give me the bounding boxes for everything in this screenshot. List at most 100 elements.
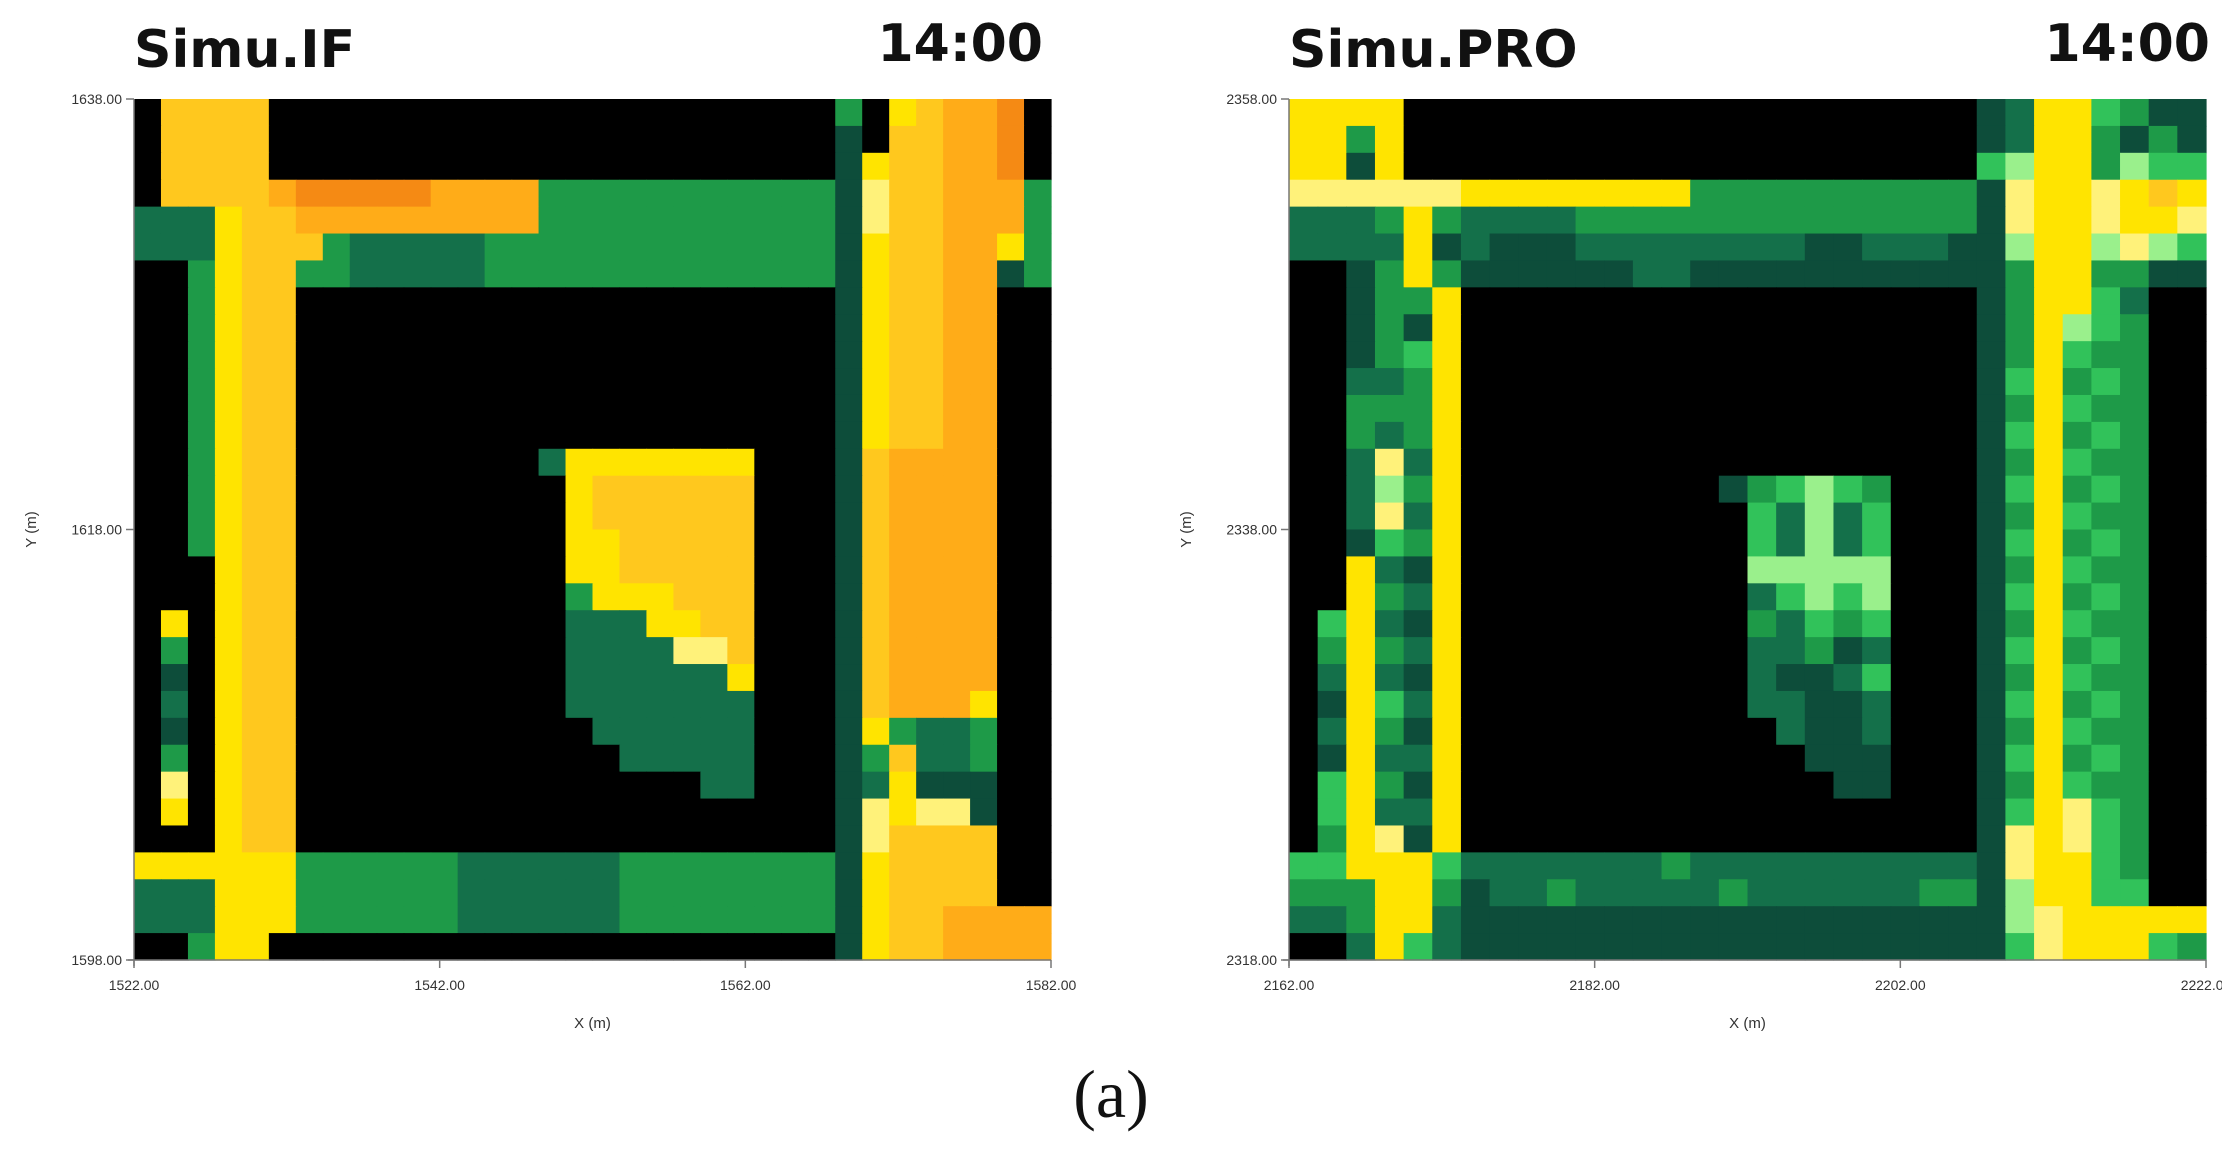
heatmap-cell — [376, 179, 405, 208]
heatmap-cell — [1890, 260, 1921, 288]
heatmap-cell — [1460, 502, 1491, 531]
heatmap-cell — [1776, 421, 1806, 450]
heatmap-cell — [592, 906, 621, 934]
heatmap-cell — [2148, 502, 2178, 531]
heatmap-cell — [1374, 771, 1405, 800]
heatmap-cell — [160, 906, 189, 934]
heatmap-cell — [430, 394, 459, 423]
heatmap-cell — [2120, 637, 2150, 665]
heatmap-cell — [1489, 852, 1519, 880]
heatmap-cell — [2062, 394, 2092, 423]
heatmap-cell — [268, 798, 297, 827]
heatmap-cell — [511, 502, 540, 531]
heatmap-cell — [727, 475, 755, 504]
heatmap-cell — [889, 879, 917, 907]
heatmap-cell — [214, 421, 243, 450]
heatmap-cell — [565, 206, 594, 235]
heatmap-cell — [295, 717, 324, 746]
heatmap-cell — [700, 287, 728, 315]
heatmap-cell — [1718, 233, 1749, 262]
heatmap-cell — [1546, 610, 1577, 638]
heatmap-cell — [1489, 798, 1519, 827]
heatmap-cell — [134, 421, 162, 450]
heatmap-cell — [1747, 664, 1777, 692]
heatmap-cell — [511, 179, 540, 208]
heatmap-cell — [619, 798, 648, 827]
heatmap-cell — [646, 583, 675, 611]
heatmap-cell — [1919, 448, 1949, 477]
heatmap-cell — [1403, 906, 1433, 934]
heatmap-cell — [565, 260, 594, 288]
heatmap-cell — [1661, 421, 1691, 450]
heatmap-cell — [457, 556, 486, 584]
heatmap-cell — [403, 394, 432, 423]
heatmap-cell — [1661, 394, 1691, 423]
heatmap-cell — [134, 906, 162, 934]
heatmap-cell — [1374, 825, 1405, 853]
heatmap-cell — [1919, 825, 1949, 853]
heatmap-cell — [1718, 448, 1749, 477]
heatmap-cell — [1661, 341, 1691, 369]
heatmap-cell — [1024, 206, 1052, 235]
heatmap-cell — [970, 99, 998, 127]
heatmap-cell — [1546, 583, 1577, 611]
heatmap-cell — [700, 933, 728, 961]
heatmap-cell — [1374, 852, 1405, 880]
heatmap-cell — [1346, 771, 1376, 800]
heatmap-cell — [1776, 125, 1806, 154]
heatmap-cell — [2034, 583, 2064, 611]
heatmap-cell — [484, 394, 513, 423]
heatmap-cell — [1747, 502, 1777, 531]
heatmap-cell — [970, 125, 998, 154]
heatmap-cell — [376, 583, 405, 611]
heatmap-cell — [2120, 99, 2150, 127]
heatmap-cell — [2005, 637, 2035, 665]
heatmap-cell — [457, 771, 486, 800]
heatmap-cell — [889, 368, 917, 396]
heatmap-cell — [1976, 314, 2007, 342]
heatmap-cell — [2034, 771, 2064, 800]
heatmap-cell — [1575, 152, 1605, 181]
heatmap-cell — [862, 260, 890, 288]
heatmap-cell — [1346, 99, 1376, 127]
heatmap-cell — [1919, 125, 1949, 154]
heatmap-cell — [1632, 233, 1663, 262]
heatmap-cell — [403, 529, 432, 558]
heatmap-cell — [2005, 717, 2035, 746]
heatmap-cell — [943, 610, 971, 638]
heatmap-cell — [700, 664, 728, 692]
heatmap-cell — [727, 744, 755, 773]
heatmap-cell — [1489, 933, 1519, 961]
heatmap-cell — [1718, 583, 1749, 611]
heatmap-cell — [592, 99, 621, 127]
heatmap-cell — [134, 664, 162, 692]
heatmap-cell — [2005, 448, 2035, 477]
heatmap-cell — [1833, 771, 1863, 800]
heatmap-cell — [2034, 690, 2064, 719]
heatmap-cell — [646, 798, 675, 827]
heatmap-cell — [1948, 287, 1978, 315]
heatmap-cell — [835, 502, 863, 531]
heatmap-cell — [673, 906, 701, 934]
heatmap-cell — [2005, 664, 2035, 692]
heatmap-cell — [1317, 529, 1347, 558]
heatmap-cell — [1317, 179, 1347, 208]
heatmap-cell — [808, 556, 836, 584]
heatmap-cell — [1518, 664, 1548, 692]
heatmap-cell — [1919, 583, 1949, 611]
heatmap-cell — [1833, 744, 1863, 773]
heatmap-cell — [1976, 825, 2007, 853]
heatmap-cell — [187, 583, 216, 611]
heatmap-cell — [673, 287, 701, 315]
heatmap-cell — [2034, 152, 2064, 181]
heatmap-cell — [376, 933, 405, 961]
heatmap-cell — [2034, 556, 2064, 584]
heatmap-cell — [1489, 125, 1519, 154]
y-axis-label: Y (m) — [1178, 511, 1195, 547]
heatmap-cell — [1403, 690, 1433, 719]
heatmap-cell — [1489, 717, 1519, 746]
heatmap-cell — [1833, 690, 1863, 719]
heatmap-cell — [1604, 502, 1634, 531]
heatmap-cell — [916, 610, 944, 638]
heatmap-cell — [214, 260, 243, 288]
